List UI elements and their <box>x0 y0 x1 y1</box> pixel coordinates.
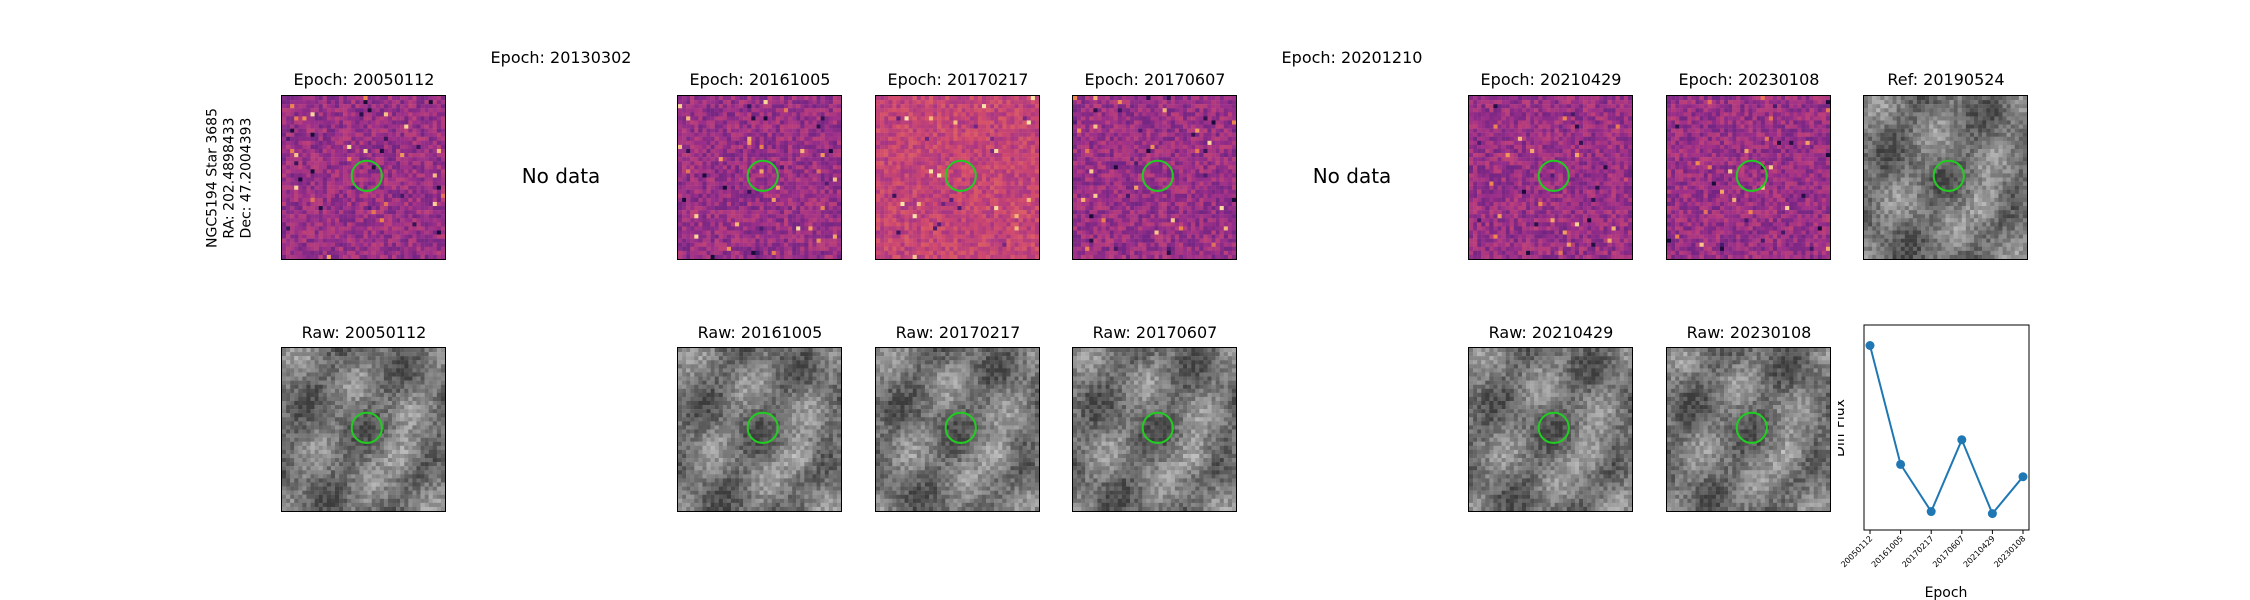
aperture-circle <box>1537 159 1570 192</box>
diff-image-20050112 <box>281 95 446 260</box>
title-epoch-20130302: Epoch: 20130302 <box>491 48 632 67</box>
aperture-circle <box>350 159 383 192</box>
diff-image-20230108 <box>1666 95 1831 260</box>
diff-image-20170217 <box>875 95 1040 260</box>
title-epoch-20170607: Epoch: 20170607 <box>1085 70 1226 89</box>
title-raw-20210429: Raw: 20210429 <box>1489 323 1614 342</box>
x-tick-label-20170217: 20170217 <box>1900 534 1935 569</box>
aperture-circle <box>1141 411 1174 444</box>
x-tick-label-20170607: 20170607 <box>1931 534 1966 569</box>
aperture-circle <box>350 411 383 444</box>
title-epoch-20201210: Epoch: 20201210 <box>1282 48 1423 67</box>
diff-image-20170607 <box>1072 95 1237 260</box>
data-point-20161005 <box>1896 459 1906 469</box>
reference-image-20190524 <box>1863 95 2028 260</box>
title-epoch-20170217: Epoch: 20170217 <box>888 70 1029 89</box>
aperture-circle <box>944 159 977 192</box>
title-ref-20190524: Ref: 20190524 <box>1887 70 2004 89</box>
aperture-circle <box>1735 411 1768 444</box>
x-tick-label-20210429: 20210429 <box>1962 534 1997 569</box>
title-raw-20161005: Raw: 20161005 <box>698 323 823 342</box>
diff-flux-light-curve: 2005011220161005201702172017060720210429… <box>1838 324 2030 600</box>
data-point-20230108 <box>2018 472 2028 482</box>
aperture-circle <box>746 411 779 444</box>
title-epoch-20210429: Epoch: 20210429 <box>1481 70 1622 89</box>
title-raw-20170607: Raw: 20170607 <box>1093 323 1218 342</box>
series-line <box>1869 345 2024 516</box>
title-epoch-20050112: Epoch: 20050112 <box>294 70 435 89</box>
no-data-20201210: No data <box>1313 164 1392 188</box>
star-ra: RA: 202.4898433 <box>222 58 239 298</box>
title-epoch-20161005: Epoch: 20161005 <box>690 70 831 89</box>
title-raw-20050112: Raw: 20050112 <box>302 323 427 342</box>
star-name: NGC5194 Star 3685 <box>205 58 222 298</box>
title-epoch-20230108: Epoch: 20230108 <box>1679 70 1820 89</box>
aperture-circle <box>746 159 779 192</box>
title-raw-20170217: Raw: 20170217 <box>896 323 1021 342</box>
aperture-circle <box>1932 159 1965 192</box>
aperture-circle <box>944 411 977 444</box>
aperture-circle <box>1735 159 1768 192</box>
data-point-20170607 <box>1957 435 1967 445</box>
raw-image-20050112 <box>281 347 446 512</box>
x-axis-label: Epoch <box>1925 585 1968 600</box>
x-tick-label-20230108: 20230108 <box>1992 534 2027 569</box>
data-point-20170217 <box>1926 507 1936 517</box>
x-tick-label-20161005: 20161005 <box>1870 534 1905 569</box>
aperture-circle <box>1141 159 1174 192</box>
raw-image-20170607 <box>1072 347 1237 512</box>
star-dec: Dec: 47.2004393 <box>239 58 256 298</box>
title-raw-20230108: Raw: 20230108 <box>1687 323 1812 342</box>
data-point-20210429 <box>1987 509 1997 519</box>
y-axis-label: Diff Flux <box>1838 399 1848 457</box>
raw-image-20210429 <box>1468 347 1633 512</box>
raw-image-20170217 <box>875 347 1040 512</box>
diff-image-20210429 <box>1468 95 1633 260</box>
aperture-circle <box>1537 411 1570 444</box>
no-data-20130302: No data <box>522 164 601 188</box>
diff-image-20161005 <box>677 95 842 260</box>
data-point-20050112 <box>1865 341 1875 350</box>
raw-image-20161005 <box>677 347 842 512</box>
raw-image-20230108 <box>1666 347 1831 512</box>
x-tick-label-20050112: 20050112 <box>1839 534 1874 569</box>
star-info-label: NGC5194 Star 3685 RA: 202.4898433 Dec: 4… <box>205 58 256 298</box>
